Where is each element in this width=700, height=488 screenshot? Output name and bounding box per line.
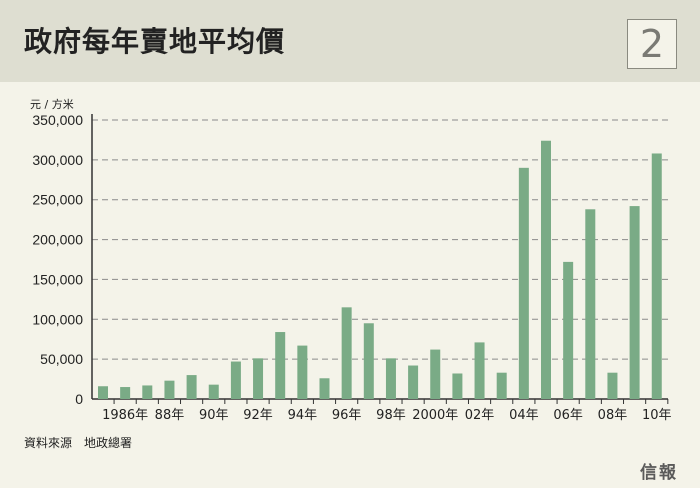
y-tick-label: 300,000	[32, 152, 83, 168]
bar	[474, 342, 485, 399]
chart-header	[0, 0, 700, 82]
bar	[363, 323, 374, 399]
bar	[518, 167, 529, 399]
chart-title: 政府每年賣地平均價	[24, 25, 286, 58]
bar	[120, 387, 131, 399]
y-axis-unit-label: 元 / 方米	[30, 98, 74, 111]
bar	[607, 372, 618, 399]
bar	[341, 307, 352, 399]
bar	[541, 140, 551, 399]
x-tick-label: 90年	[199, 408, 229, 423]
y-tick-label: 50,000	[40, 351, 83, 367]
x-tick-label: 92年	[243, 408, 273, 423]
bar	[230, 361, 241, 399]
bar	[208, 384, 219, 399]
bar	[186, 375, 197, 399]
y-tick-label: 350,000	[32, 112, 83, 128]
bar	[297, 345, 308, 399]
x-tick-label: 06年	[553, 408, 583, 423]
x-tick-label: 04年	[509, 408, 539, 423]
bar	[452, 373, 463, 399]
x-tick-label: 94年	[288, 408, 318, 423]
y-tick-label: 200,000	[32, 232, 83, 248]
x-tick-label: 02年	[465, 408, 495, 423]
y-tick-label: 0	[75, 391, 83, 407]
x-tick-label: 2000年	[412, 408, 458, 423]
bar	[496, 372, 507, 399]
bar	[142, 385, 153, 399]
bar	[585, 209, 596, 399]
publisher-logo: 信報	[640, 463, 678, 483]
y-tick-label: 100,000	[32, 311, 83, 327]
source-note: 資料來源 地政總署	[24, 436, 133, 450]
bar	[164, 380, 175, 399]
bar	[385, 358, 396, 399]
x-tick-label: 98年	[376, 408, 406, 423]
bar	[98, 386, 108, 399]
bar	[319, 378, 330, 399]
x-tick-label: 96年	[332, 408, 362, 423]
x-tick-label: 88年	[155, 408, 185, 423]
x-tick-label: 08年	[598, 408, 628, 423]
bar	[253, 358, 264, 399]
y-tick-label: 150,000	[32, 271, 83, 287]
figure-number-badge: 2	[627, 19, 677, 69]
bar	[430, 349, 441, 399]
x-tick-label: 10年	[642, 408, 672, 423]
x-tick-label: 1986年	[102, 408, 148, 423]
bar	[629, 206, 640, 399]
bar	[408, 365, 419, 399]
bar	[275, 332, 286, 399]
bar	[563, 261, 574, 399]
bar	[651, 153, 662, 399]
y-tick-label: 250,000	[32, 192, 83, 208]
